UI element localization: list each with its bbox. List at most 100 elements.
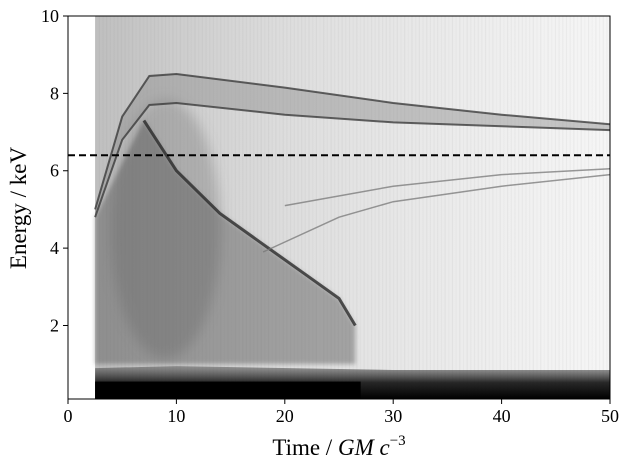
field-stripe [264,16,266,399]
field-stripe [312,16,314,399]
blue-wing-envelope [95,74,610,218]
feature-rising-arc-2 [284,168,610,207]
feature-blue-wing-upper [94,72,610,210]
feature-rising-arc-1 [262,173,610,253]
field-stripe [488,16,490,399]
field-stripe [587,16,590,399]
field-stripe [304,16,306,399]
field-stripe [256,16,259,399]
x-tick-label: 0 [64,406,73,426]
field-stripe [267,16,270,399]
field-stripe [481,16,483,399]
field-stripe [592,16,593,399]
field-stripe [529,16,531,399]
y-tick-label: 6 [50,161,59,181]
field-stripe [415,16,417,399]
field-stripe [408,16,409,399]
field-stripe [378,16,380,399]
field-stripe [334,16,336,399]
field-stripe [540,16,542,399]
field-stripe [352,16,354,399]
field-stripe [503,16,505,399]
field-stripe [510,16,512,399]
field-stripe [389,16,391,399]
field-stripe [606,16,608,399]
field-stripe [356,16,358,399]
field-stripe [440,16,443,399]
field-stripe [532,16,534,399]
y-tick-label: 2 [50,315,59,335]
field-stripe [492,16,494,399]
field-stripe [525,16,527,399]
flare-body [95,120,356,365]
field-stripe [444,16,446,399]
field-stripe [466,16,468,399]
field-stripe [337,16,340,399]
x-tick-label: 20 [276,406,294,426]
field-stripe [422,16,424,399]
y-tick-label: 10 [41,6,59,26]
field-stripe [433,16,435,399]
field-stripe [286,16,288,399]
field-stripe [470,16,472,399]
field-stripe [418,16,420,399]
field-stripe [499,16,501,399]
field-stripe [323,16,325,399]
field-stripe [326,16,329,399]
heatmap-features [94,72,610,399]
field-stripe [249,16,251,399]
x-axis-label: Time / GM c−3 [272,433,405,460]
field-stripe [484,16,487,399]
heatmap-layer [94,16,610,399]
field-stripe [308,16,310,399]
plot-frame [67,15,611,400]
field-stripe [554,16,557,399]
field-stripe [234,16,237,399]
field-stripe [536,16,538,399]
y-axis: 2 4 6 8 10 [41,6,68,335]
field-stripe [297,16,299,399]
field-stripe [598,16,601,399]
field-stripe [547,16,549,399]
field-stripe [602,16,604,399]
field-stripe [437,16,439,399]
y-tick-label: 8 [50,83,59,103]
x-tick-label: 10 [167,406,185,426]
field-stripe [290,16,292,399]
field-stripe [411,16,413,399]
field-stripe [448,16,449,399]
field-stripe [580,16,582,399]
field-stripe [345,16,347,399]
field-stripe [565,16,568,399]
field-stripe [315,16,317,399]
field-stripe [584,16,585,399]
field-stripe [363,16,365,399]
field-stripe [562,16,564,399]
field-stripe [569,16,571,399]
x-tick-label: 30 [384,406,402,426]
y-tick-label: 4 [50,238,59,258]
field-stripe [459,16,461,399]
field-stripe [245,16,248,399]
field-stripe [514,16,516,399]
field-stripe [385,16,387,399]
field-stripe [400,16,402,399]
field-stripe [573,16,575,399]
field-stripe [595,16,597,399]
x-tick-label: 50 [601,406,619,426]
field-stripe [404,16,406,399]
field-stripe [477,16,479,399]
field-stripe [381,16,384,399]
field-stripe [576,16,579,399]
feature-blue-wing-lower [94,101,610,218]
field-stripe [293,16,295,399]
field-stripe [260,16,262,399]
feature-low-energy-core [95,381,361,399]
field-stripe [275,16,277,399]
field-stripe [348,16,351,399]
field-stripe [227,16,229,399]
field-stripe [451,16,454,399]
field-stripe [558,16,560,399]
field-stripe [544,16,545,399]
